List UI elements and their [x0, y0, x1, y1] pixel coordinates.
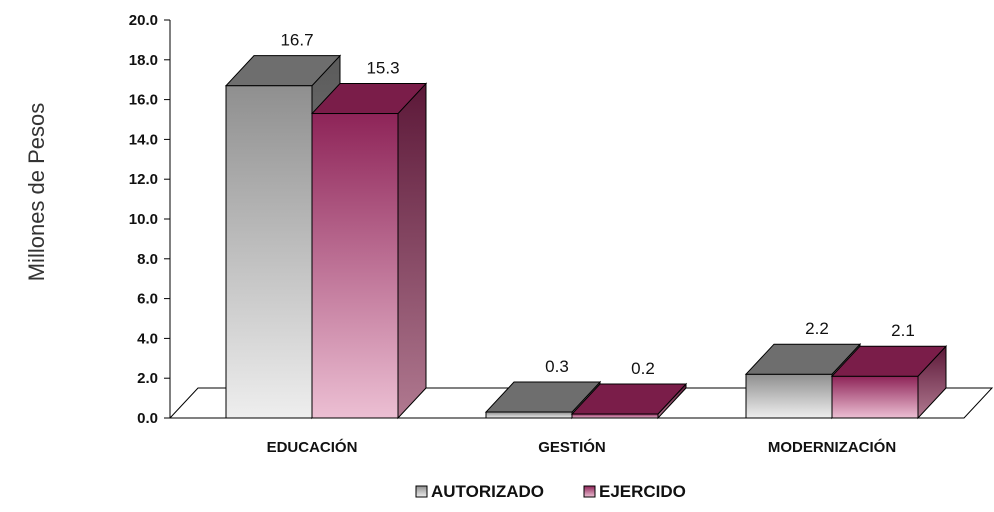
- bar-front: [311, 113, 399, 419]
- data-label: 2.2: [805, 319, 829, 338]
- legend: AUTORIZADO EJERCIDO: [415, 482, 686, 501]
- category-label: EDUCACIÓN: [267, 438, 358, 456]
- data-label: 0.2: [631, 359, 655, 378]
- y-tick-label: 16.0: [129, 92, 158, 109]
- bar-front: [571, 413, 659, 419]
- bar-front: [745, 373, 833, 419]
- bar-front: [485, 411, 573, 419]
- legend-item-ejercido: EJERCIDO: [583, 482, 686, 501]
- bar-front: [831, 375, 919, 419]
- y-tick-label: 2.0: [137, 370, 158, 387]
- data-labels: 16.7 15.3 0.3 0.2 2.2 2.1: [280, 31, 914, 378]
- data-label: 15.3: [366, 59, 399, 78]
- y-tick-label: 20.0: [129, 12, 158, 29]
- bar-ejercido-0: [310, 82, 428, 420]
- y-tick-label: 0.0: [137, 410, 158, 427]
- bar-top: [310, 83, 428, 115]
- y-tick-label: 8.0: [137, 251, 158, 268]
- bar-side: [397, 82, 427, 420]
- category-labels: EDUCACIÓN GESTIÓN MODERNIZACIÓN: [267, 438, 897, 456]
- category-label: MODERNIZACIÓN: [768, 438, 896, 456]
- bar-top: [484, 381, 602, 413]
- y-tick-label: 6.0: [137, 291, 158, 308]
- bar-top: [224, 55, 342, 87]
- legend-label: EJERCIDO: [599, 482, 686, 501]
- legend-swatch: [415, 485, 428, 498]
- bars: [224, 54, 948, 420]
- y-tick-label: 12.0: [129, 171, 158, 188]
- data-label: 16.7: [280, 31, 313, 50]
- y-tick-label: 4.0: [137, 330, 158, 347]
- bar-front: [225, 85, 313, 419]
- data-label: 0.3: [545, 357, 569, 376]
- y-axis: 0.0 2.0 4.0 6.0 8.0 10.0 12.0 14.0 16.0 18.0 20.0: [129, 12, 171, 427]
- y-tick-label: 14.0: [129, 131, 158, 148]
- legend-label: AUTORIZADO: [431, 482, 544, 501]
- legend-item-autorizado: AUTORIZADO: [415, 482, 544, 501]
- legend-swatch: [583, 485, 596, 498]
- y-tick-label: 18.0: [129, 52, 158, 69]
- bar-top: [570, 383, 688, 415]
- bar-ejercido-2: [830, 344, 948, 420]
- bar-top: [744, 343, 862, 375]
- data-label: 2.1: [891, 321, 915, 340]
- bar-ejercido-1: [570, 382, 688, 420]
- y-axis-title: Millones de Pesos: [24, 103, 49, 282]
- y-tick-label: 10.0: [129, 211, 158, 228]
- category-label: GESTIÓN: [538, 438, 606, 456]
- bar-top: [830, 345, 948, 377]
